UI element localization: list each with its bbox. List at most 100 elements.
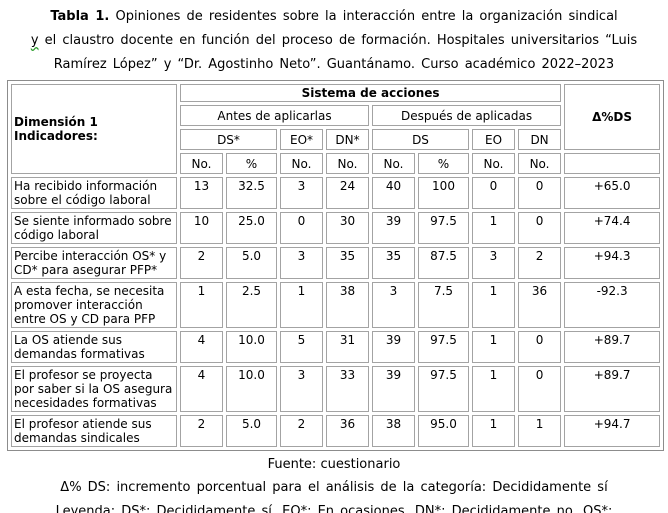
value-cell: 4 — [180, 366, 223, 412]
value-cell: 39 — [372, 212, 415, 244]
delta-empty-cell — [564, 153, 661, 174]
value-cell: 1 — [472, 282, 515, 328]
row-label: Se siente informado sobre código laboral — [11, 212, 177, 244]
table-title-line2: y el claustro docente en función del pro… — [0, 29, 668, 53]
table-row: La OS atiende sus demandas formativas 4 … — [11, 331, 661, 363]
value-cell: 36 — [326, 415, 369, 447]
delta-cell: +74.4 — [564, 212, 661, 244]
table-title-line1-text: Opiniones de residentes sobre la interac… — [109, 9, 618, 24]
value-cell: 1 — [518, 415, 562, 447]
sub-header-eo-after: EO — [472, 129, 515, 150]
sub-header-eo-before: EO* — [280, 129, 323, 150]
value-cell: 97.5 — [418, 212, 469, 244]
value-cell: 2 — [280, 415, 323, 447]
value-cell: 10.0 — [226, 331, 277, 363]
table-title-line3: Ramírez López” y “Dr. Agostinho Neto”. G… — [53, 57, 615, 72]
value-cell: 0 — [518, 177, 562, 209]
value-cell: 31 — [326, 331, 369, 363]
table-row: Se siente informado sobre código laboral… — [11, 212, 661, 244]
value-cell: 10 — [180, 212, 223, 244]
corner-header-line2: Indicadores: — [14, 129, 98, 143]
value-cell: 2 — [180, 415, 223, 447]
group-header-before: Antes de aplicarlas — [180, 105, 369, 126]
table-title-line1: Tabla 1. Opiniones de residentes sobre l… — [0, 5, 668, 29]
table-title: Tabla 1. Opiniones de residentes sobre l… — [0, 5, 668, 77]
spellcheck-underlined-word: y — [30, 33, 39, 48]
value-cell: 97.5 — [418, 331, 469, 363]
corner-header-line1: Dimensión 1 — [14, 115, 98, 129]
value-cell: 38 — [326, 282, 369, 328]
row-label: El profesor se proyecta por saber si la … — [11, 366, 177, 412]
table-number-label: Tabla 1. — [50, 9, 110, 24]
value-cell: 5.0 — [226, 415, 277, 447]
unit-header-cell: % — [418, 153, 469, 174]
row-label: La OS atiende sus demandas formativas — [11, 331, 177, 363]
legend-note-line1: Leyenda: DS*: Decididamente sí, EO*: En … — [55, 504, 613, 513]
header-row-3: DS* EO* DN* DS EO DN — [11, 129, 660, 150]
value-cell: 3 — [280, 366, 323, 412]
sub-header-dn-after: DN — [518, 129, 562, 150]
value-cell: 0 — [472, 177, 515, 209]
value-cell: 2 — [518, 247, 562, 279]
table-row: El profesor se proyecta por saber si la … — [11, 366, 661, 412]
value-cell: 36 — [518, 282, 562, 328]
data-table: Dimensión 1 Indicadores: Sistema de acci… — [7, 80, 665, 451]
header-row-2: Antes de aplicarlas Después de aplicadas — [11, 105, 660, 126]
value-cell: 38 — [372, 415, 415, 447]
delta-cell: +89.7 — [564, 366, 661, 412]
value-cell: 0 — [280, 212, 323, 244]
value-cell: 3 — [472, 247, 515, 279]
delta-cell: +94.7 — [564, 415, 661, 447]
unit-header-cell: No. — [326, 153, 369, 174]
value-cell: 0 — [518, 331, 562, 363]
delta-cell: +94.3 — [564, 247, 661, 279]
value-cell: 0 — [518, 366, 562, 412]
value-cell: 35 — [326, 247, 369, 279]
value-cell: 10.0 — [226, 366, 277, 412]
unit-header-cell: No. — [180, 153, 223, 174]
corner-header-cell: Dimensión 1 Indicadores: — [11, 84, 177, 174]
row-label: El profesor atiende sus demandas sindica… — [11, 415, 177, 447]
value-cell: 39 — [372, 331, 415, 363]
value-cell: 100 — [418, 177, 469, 209]
source-note: Fuente: cuestionario — [267, 457, 401, 472]
value-cell: 3 — [280, 247, 323, 279]
value-cell: 24 — [326, 177, 369, 209]
top-header-cell: Sistema de acciones — [180, 84, 562, 102]
delta-cell: +89.7 — [564, 331, 661, 363]
value-cell: 2 — [180, 247, 223, 279]
group-header-after: Después de aplicadas — [372, 105, 562, 126]
value-cell: 3 — [280, 177, 323, 209]
value-cell: 4 — [180, 331, 223, 363]
value-cell: 25.0 — [226, 212, 277, 244]
value-cell: 97.5 — [418, 366, 469, 412]
sub-header-dn-before: DN* — [326, 129, 369, 150]
sub-header-ds-before: DS* — [180, 129, 277, 150]
value-cell: 32.5 — [226, 177, 277, 209]
header-row-1: Dimensión 1 Indicadores: Sistema de acci… — [11, 84, 661, 174]
table-row: A esta fecha, se necesita promover inter… — [11, 282, 661, 328]
unit-header-cell: No. — [518, 153, 562, 174]
sub-header-ds-after: DS — [372, 129, 469, 150]
delta-cell: +65.0 — [564, 177, 661, 209]
table-row: El profesor atiende sus demandas sindica… — [11, 415, 661, 447]
row-label: Percibe interacción OS* y CD* para asegu… — [11, 247, 177, 279]
unit-header-cell: No. — [372, 153, 415, 174]
table-title-line2-text: el claustro docente en función del proce… — [38, 33, 638, 48]
row-label: Ha recibido información sobre el código … — [11, 177, 177, 209]
value-cell: 5 — [280, 331, 323, 363]
unit-header-cell: No. — [280, 153, 323, 174]
table-row: Ha recibido información sobre el código … — [11, 177, 661, 209]
value-cell: 0 — [518, 212, 562, 244]
value-cell: 35 — [372, 247, 415, 279]
value-cell: 1 — [472, 212, 515, 244]
value-cell: 2.5 — [226, 282, 277, 328]
value-cell: 30 — [326, 212, 369, 244]
delta-explanation-note: Δ% DS: incremento porcentual para el aná… — [60, 480, 608, 495]
value-cell: 1 — [280, 282, 323, 328]
unit-header-cell: % — [226, 153, 277, 174]
delta-cell: -92.3 — [564, 282, 661, 328]
header-row-4: No. % No. No. No. % No. No. — [11, 153, 661, 174]
table-row: Percibe interacción OS* y CD* para asegu… — [11, 247, 661, 279]
